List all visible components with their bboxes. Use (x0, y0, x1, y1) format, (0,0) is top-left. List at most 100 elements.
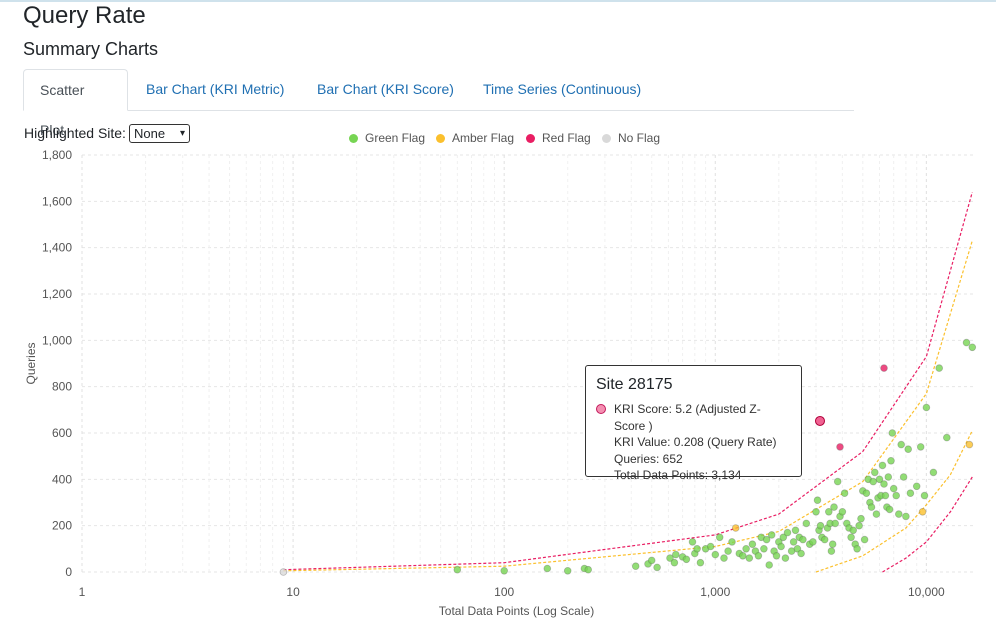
legend-label: Red Flag (542, 131, 591, 145)
data-point-green-flag (885, 505, 894, 514)
data-point-green-flag (897, 440, 905, 449)
data-point-green-flag (875, 475, 884, 484)
data-point-green-flag (887, 456, 895, 465)
data-point-green-flag (724, 547, 732, 555)
data-point-green-flag (631, 562, 640, 570)
highlighted-data-point (814, 415, 825, 426)
legend-item-red[interactable]: Red Flag (526, 131, 591, 145)
data-point-green-flag (962, 338, 971, 347)
data-point-green-flag (880, 480, 888, 488)
no-flag-dot-icon (602, 134, 611, 143)
data-point-green-flag (968, 343, 977, 352)
y-tick-label: 1,400 (42, 241, 72, 255)
tab-scatter-plot[interactable]: Scatter Plot (23, 69, 128, 138)
data-point-green-flag (500, 566, 509, 575)
data-point-green-flag (715, 533, 724, 542)
y-tick-label: 600 (52, 426, 72, 440)
amber-flag-dot-icon (436, 134, 445, 143)
tab-bar-chart-kri-score[interactable]: Bar Chart (KRI Score) (317, 81, 454, 97)
data-point-green-flag (894, 510, 903, 518)
data-point-green-flag (799, 535, 807, 544)
y-tick-label: 0 (65, 565, 72, 579)
data-point-green-flag (906, 489, 915, 498)
data-point-green-flag (884, 473, 893, 481)
data-point-green-flag (838, 507, 847, 516)
data-point-green-flag (853, 544, 861, 553)
x-axis-title: Total Data Points (Log Scale) (439, 604, 594, 618)
data-point-green-flag (671, 550, 680, 559)
y-tick-label: 400 (52, 472, 72, 486)
legend-item-amber[interactable]: Amber Flag (436, 131, 514, 145)
tooltip-line-queries: Queries: 652 (614, 451, 683, 466)
threshold-curve-amber-lower (815, 430, 973, 573)
data-point-green-flag (781, 554, 790, 562)
data-point-amber-flag (965, 440, 974, 449)
data-point-green-flag (738, 551, 747, 560)
data-point-green-flag (860, 535, 869, 544)
legend-item-green[interactable]: Green Flag (349, 131, 425, 145)
x-tick-label: 1 (79, 585, 86, 599)
y-tick-label: 1,200 (42, 287, 72, 301)
tooltip-line-total-data-points: Total Data Points: 3,134 (614, 468, 742, 482)
data-point-green-flag (916, 443, 925, 451)
data-point-red-flag (880, 364, 888, 372)
tab-bar-chart-kri-metric[interactable]: Bar Chart (KRI Metric) (146, 81, 285, 97)
chevron-down-icon: ▾ (179, 128, 185, 139)
data-point-green-flag (762, 535, 771, 544)
page-title: Query Rate (23, 2, 146, 29)
data-point-green-flag (789, 538, 798, 546)
data-point-green-flag (942, 433, 951, 442)
data-point-green-flag (892, 491, 900, 500)
data-point-green-flag (857, 514, 865, 523)
tooltip-line-kri-value: KRI Value: 0.208 (Query Rate) (614, 435, 777, 449)
data-point-green-flag (728, 538, 736, 546)
data-point-green-flag (802, 519, 811, 528)
chart-legend: Green Flag Amber Flag Red Flag No Flag (0, 131, 996, 147)
threshold-curve-amber-upper (283, 240, 973, 572)
data-point-green-flag (840, 489, 849, 498)
data-point-green-flag (693, 544, 701, 553)
data-point-green-flag (902, 512, 910, 521)
data-point-green-flag (682, 555, 691, 564)
data-point-green-flag (881, 491, 890, 500)
data-point-green-flag (666, 554, 674, 562)
data-point-green-flag (833, 477, 842, 486)
threshold-curve-red-upper (283, 191, 973, 571)
data-point-green-flag (779, 533, 788, 542)
data-point-no-flag (279, 568, 288, 576)
data-point-green-flag (922, 403, 931, 412)
data-point-red-flag (836, 443, 844, 451)
data-point-green-flag (820, 535, 829, 544)
tab-time-series-continuous[interactable]: Time Series (Continuous) (483, 81, 642, 97)
legend-label: No Flag (618, 131, 661, 145)
x-tick-label: 10,000 (908, 585, 945, 599)
highlighted-site-select[interactable]: None ▾ (129, 124, 190, 143)
data-point-green-flag (828, 540, 837, 548)
data-point-green-flag (889, 484, 898, 493)
data-point-green-flag (867, 503, 876, 511)
data-point-green-flag (765, 561, 773, 569)
threshold-curve-red-lower (882, 476, 973, 573)
legend-item-none[interactable]: No Flag (602, 131, 660, 145)
data-point-green-flag (543, 564, 552, 573)
highlighted-site-label: Highlighted Site: (24, 125, 126, 141)
y-tick-label: 800 (52, 380, 72, 394)
data-point-green-flag (869, 477, 877, 486)
site-tooltip: Site 28175 KRI Score: 5.2 (Adjusted Z-Sc… (585, 365, 802, 482)
data-point-green-flag (809, 538, 817, 546)
data-point-green-flag (745, 554, 754, 562)
data-point-green-flag (855, 521, 863, 530)
data-point-green-flag (748, 540, 757, 548)
x-tick-label: 100 (494, 585, 514, 599)
data-point-green-flag (670, 558, 679, 567)
x-tick-label: 10 (286, 585, 300, 599)
tooltip-line-text: KRI Score: 5.2 (Adjusted Z-Score ) (614, 402, 761, 433)
top-rule (0, 0, 996, 2)
legend-label: Amber Flag (452, 131, 515, 145)
legend-label: Green Flag (365, 131, 426, 145)
data-point-green-flag (847, 533, 855, 542)
y-tick-label: 1,800 (42, 148, 72, 162)
data-point-green-flag (862, 489, 871, 498)
data-point-green-flag (878, 461, 887, 470)
